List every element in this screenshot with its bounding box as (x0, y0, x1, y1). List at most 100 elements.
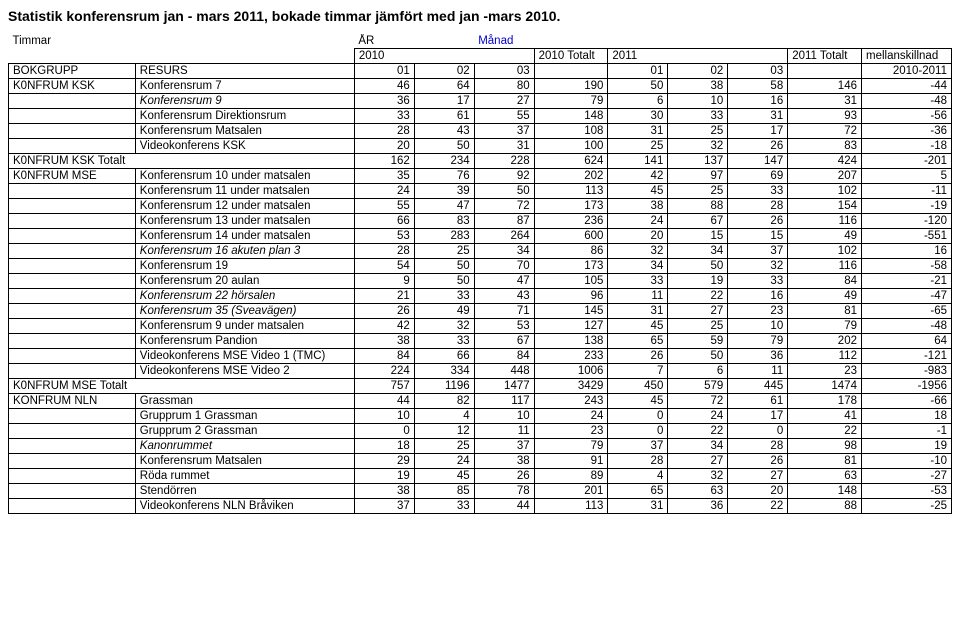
total-value: 147 (728, 154, 788, 169)
resource-label: Konferensrum 11 under matsalen (135, 184, 354, 199)
total-value: 445 (728, 379, 788, 394)
value-cell: 35 (354, 169, 414, 184)
group-name: K0NFRUM MSE (9, 169, 136, 184)
value-cell: 243 (534, 394, 608, 409)
value-cell: 26 (474, 469, 534, 484)
value-cell: 66 (354, 214, 414, 229)
header-timmar: Timmar (9, 34, 136, 49)
resource-label: Grupprum 2 Grassman (135, 424, 354, 439)
value-cell: 37 (728, 244, 788, 259)
value-cell: 87 (474, 214, 534, 229)
value-cell: 85 (414, 484, 474, 499)
value-cell: 11 (608, 289, 668, 304)
value-cell: 55 (474, 109, 534, 124)
value-cell: 79 (788, 319, 862, 334)
value-cell: 15 (728, 229, 788, 244)
group-name (9, 304, 136, 319)
value-cell: 80 (474, 79, 534, 94)
resource-label: Kanonrummet (135, 439, 354, 454)
value-cell: 112 (788, 349, 862, 364)
value-cell: 63 (668, 484, 728, 499)
value-cell: -11 (861, 184, 951, 199)
value-cell: 117 (474, 394, 534, 409)
resource-label: Röda rummet (135, 469, 354, 484)
value-cell: 32 (608, 244, 668, 259)
value-cell: 76 (414, 169, 474, 184)
value-cell: 36 (668, 499, 728, 514)
group-name: KONFRUM NLN (9, 394, 136, 409)
total-value: 137 (668, 154, 728, 169)
value-cell: 233 (534, 349, 608, 364)
value-cell: 148 (788, 484, 862, 499)
value-cell: 33 (728, 274, 788, 289)
value-cell: 32 (728, 259, 788, 274)
value-cell: 224 (354, 364, 414, 379)
value-cell: 31 (474, 139, 534, 154)
total-value: 228 (474, 154, 534, 169)
value-cell: 47 (414, 199, 474, 214)
value-cell: 38 (354, 484, 414, 499)
group-name (9, 124, 136, 139)
value-cell: 28 (354, 124, 414, 139)
value-cell: 28 (354, 244, 414, 259)
header-month: 03 (728, 64, 788, 79)
value-cell: 83 (414, 214, 474, 229)
value-cell: 32 (414, 319, 474, 334)
value-cell: 6 (608, 94, 668, 109)
value-cell: 113 (534, 499, 608, 514)
value-cell: 105 (534, 274, 608, 289)
value-cell: 67 (668, 214, 728, 229)
value-cell: -48 (861, 319, 951, 334)
table-total-row: K0NFRUM KSK Totalt1622342286241411371474… (9, 154, 952, 169)
total-value: 579 (668, 379, 728, 394)
header-month: 01 (608, 64, 668, 79)
stats-table: TimmarÅRMånad20102010 Totalt20112011 Tot… (8, 34, 952, 514)
value-cell: 93 (788, 109, 862, 124)
value-cell: -10 (861, 454, 951, 469)
total-value: 450 (608, 379, 668, 394)
group-name (9, 244, 136, 259)
resource-label: Konferensrum 20 aulan (135, 274, 354, 289)
value-cell: 190 (534, 79, 608, 94)
value-cell: 23 (728, 304, 788, 319)
value-cell: 34 (474, 244, 534, 259)
table-row: Konferensrum 14 under matsalen5328326460… (9, 229, 952, 244)
value-cell: 38 (668, 79, 728, 94)
value-cell: 58 (728, 79, 788, 94)
value-cell: 42 (354, 319, 414, 334)
value-cell: 55 (354, 199, 414, 214)
header-2010-total: 2010 Totalt (534, 49, 608, 64)
value-cell: -56 (861, 109, 951, 124)
value-cell: 19 (668, 274, 728, 289)
table-row: Konferensrum 19545070173345032116-58 (9, 259, 952, 274)
value-cell: 39 (414, 184, 474, 199)
group-name (9, 454, 136, 469)
header-2010: 2010 (354, 49, 534, 64)
total-value: 1477 (474, 379, 534, 394)
value-cell: 63 (788, 469, 862, 484)
resource-label: Videokonferens KSK (135, 139, 354, 154)
value-cell: 178 (788, 394, 862, 409)
table-row: Kanonrummet182537793734289819 (9, 439, 952, 454)
resource-label: Konferensrum 10 under matsalen (135, 169, 354, 184)
value-cell: 43 (414, 124, 474, 139)
value-cell: 100 (534, 139, 608, 154)
table-total-row: K0NFRUM MSE Totalt7571196147734294505794… (9, 379, 952, 394)
table-row: Konferensrum 20 aulan9504710533193384-21 (9, 274, 952, 289)
value-cell: 88 (788, 499, 862, 514)
value-cell: 10 (474, 409, 534, 424)
table-row: Konferensrum Pandion38336713865597920264 (9, 334, 952, 349)
header-2011: 2011 (608, 49, 788, 64)
resource-label: Konferensrum 19 (135, 259, 354, 274)
resource-label: Grassman (135, 394, 354, 409)
value-cell: 24 (414, 454, 474, 469)
group-name (9, 424, 136, 439)
value-cell: -48 (861, 94, 951, 109)
value-cell: 17 (728, 409, 788, 424)
value-cell: 4 (608, 469, 668, 484)
value-cell: -983 (861, 364, 951, 379)
value-cell: 26 (728, 139, 788, 154)
total-value: 624 (534, 154, 608, 169)
value-cell: 30 (608, 109, 668, 124)
table-row: Konferensrum Direktionsrum33615514830333… (9, 109, 952, 124)
